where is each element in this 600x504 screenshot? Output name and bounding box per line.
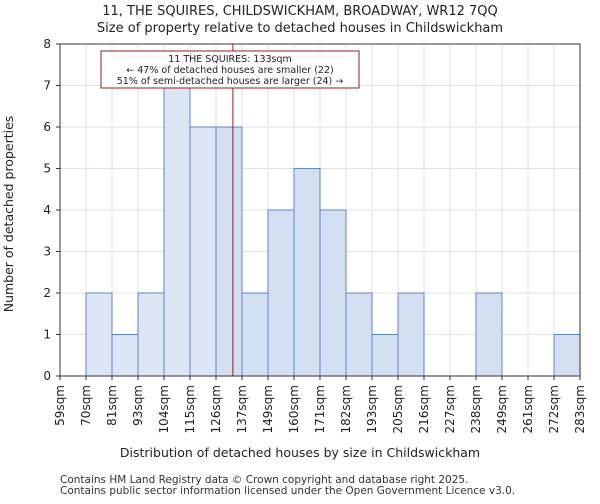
x-tick-label-283sqm: 283sqm	[573, 385, 587, 433]
y-tick-layer: 0 1 2 3 4 5 6 7 8	[43, 37, 60, 383]
x-tick-label-160sqm: 160sqm	[287, 385, 301, 433]
x-tick-label-249sqm: 249sqm	[495, 385, 509, 433]
bar-115sqm	[189, 126, 217, 377]
x-tick-label-272sqm: 272sqm	[547, 385, 561, 433]
y-tick-label-5: 5	[43, 162, 51, 176]
bar-238sqm	[475, 292, 503, 377]
x-tick-label-227sqm: 227sqm	[443, 385, 457, 433]
annotation-box: 11 THE SQUIRES: 133sqm ← 47% of detached…	[100, 50, 360, 89]
bar-70sqm	[85, 292, 113, 377]
bar-126sqm	[215, 126, 243, 377]
y-tick-label-0: 0	[43, 369, 51, 383]
bars-layer	[85, 85, 581, 377]
x-tick-label-70sqm: 70sqm	[79, 385, 93, 426]
x-tick-label-149sqm: 149sqm	[261, 385, 275, 433]
x-tick-layer: 59sqm 70sqm 81sqm 93sqm 104sqm 115sqm 126sqm 13…	[53, 376, 587, 433]
y-tick-label-8: 8	[43, 37, 51, 51]
x-tick-label-126sqm: 126sqm	[209, 385, 223, 433]
x-tick-label-59sqm: 59sqm	[53, 385, 67, 426]
bar-193sqm	[371, 334, 399, 377]
y-tick-label-4: 4	[43, 203, 51, 217]
bar-272sqm	[553, 334, 581, 377]
x-tick-label-171sqm: 171sqm	[313, 385, 327, 433]
x-tick-label-93sqm: 93sqm	[131, 385, 145, 426]
bar-104sqm	[163, 85, 191, 377]
y-tick-label-3: 3	[43, 245, 51, 259]
y-axis-label: Number of detached properties	[1, 116, 16, 313]
y-tick-label-6: 6	[43, 120, 51, 134]
bar-81sqm	[111, 334, 139, 377]
x-tick-label-216sqm: 216sqm	[417, 385, 431, 433]
x-tick-label-238sqm: 238sqm	[469, 385, 483, 433]
x-tick-label-193sqm: 193sqm	[365, 385, 379, 433]
x-tick-label-137sqm: 137sqm	[235, 385, 249, 433]
x-tick-label-182sqm: 182sqm	[339, 385, 353, 433]
y-tick-label-2: 2	[43, 286, 51, 300]
x-tick-label-104sqm: 104sqm	[157, 385, 171, 433]
bar-205sqm	[397, 292, 425, 377]
footer-line-1: Contains HM Land Registry data © Crown c…	[60, 474, 468, 486]
annotation-line-3: 51% of semi-detached houses are larger (…	[117, 76, 344, 87]
bar-171sqm	[319, 209, 347, 377]
annotation-line-2: ← 47% of detached houses are smaller (22…	[126, 65, 333, 76]
bar-149sqm	[267, 209, 295, 377]
x-tick-label-81sqm: 81sqm	[105, 385, 119, 426]
x-tick-label-205sqm: 205sqm	[391, 385, 405, 433]
bar-160sqm	[293, 168, 321, 377]
x-axis-label: Distribution of detached houses by size …	[120, 445, 480, 460]
chart-title: 11, THE SQUIRES, CHILDSWICKHAM, BROADWAY…	[102, 4, 497, 19]
bar-137sqm	[241, 292, 269, 377]
annotation-frame	[100, 50, 360, 89]
x-tick-label-115sqm: 115sqm	[183, 385, 197, 433]
annotation-line-1: 11 THE SQUIRES: 133sqm	[168, 54, 292, 65]
chart-subtitle: Size of property relative to detached ho…	[97, 21, 503, 36]
footer-line-2: Contains public sector information licen…	[60, 485, 515, 497]
y-tick-label-1: 1	[43, 328, 51, 342]
bar-182sqm	[345, 292, 373, 377]
x-tick-label-261sqm: 261sqm	[521, 385, 535, 433]
y-tick-label-7: 7	[43, 79, 51, 93]
bar-93sqm	[137, 292, 165, 377]
